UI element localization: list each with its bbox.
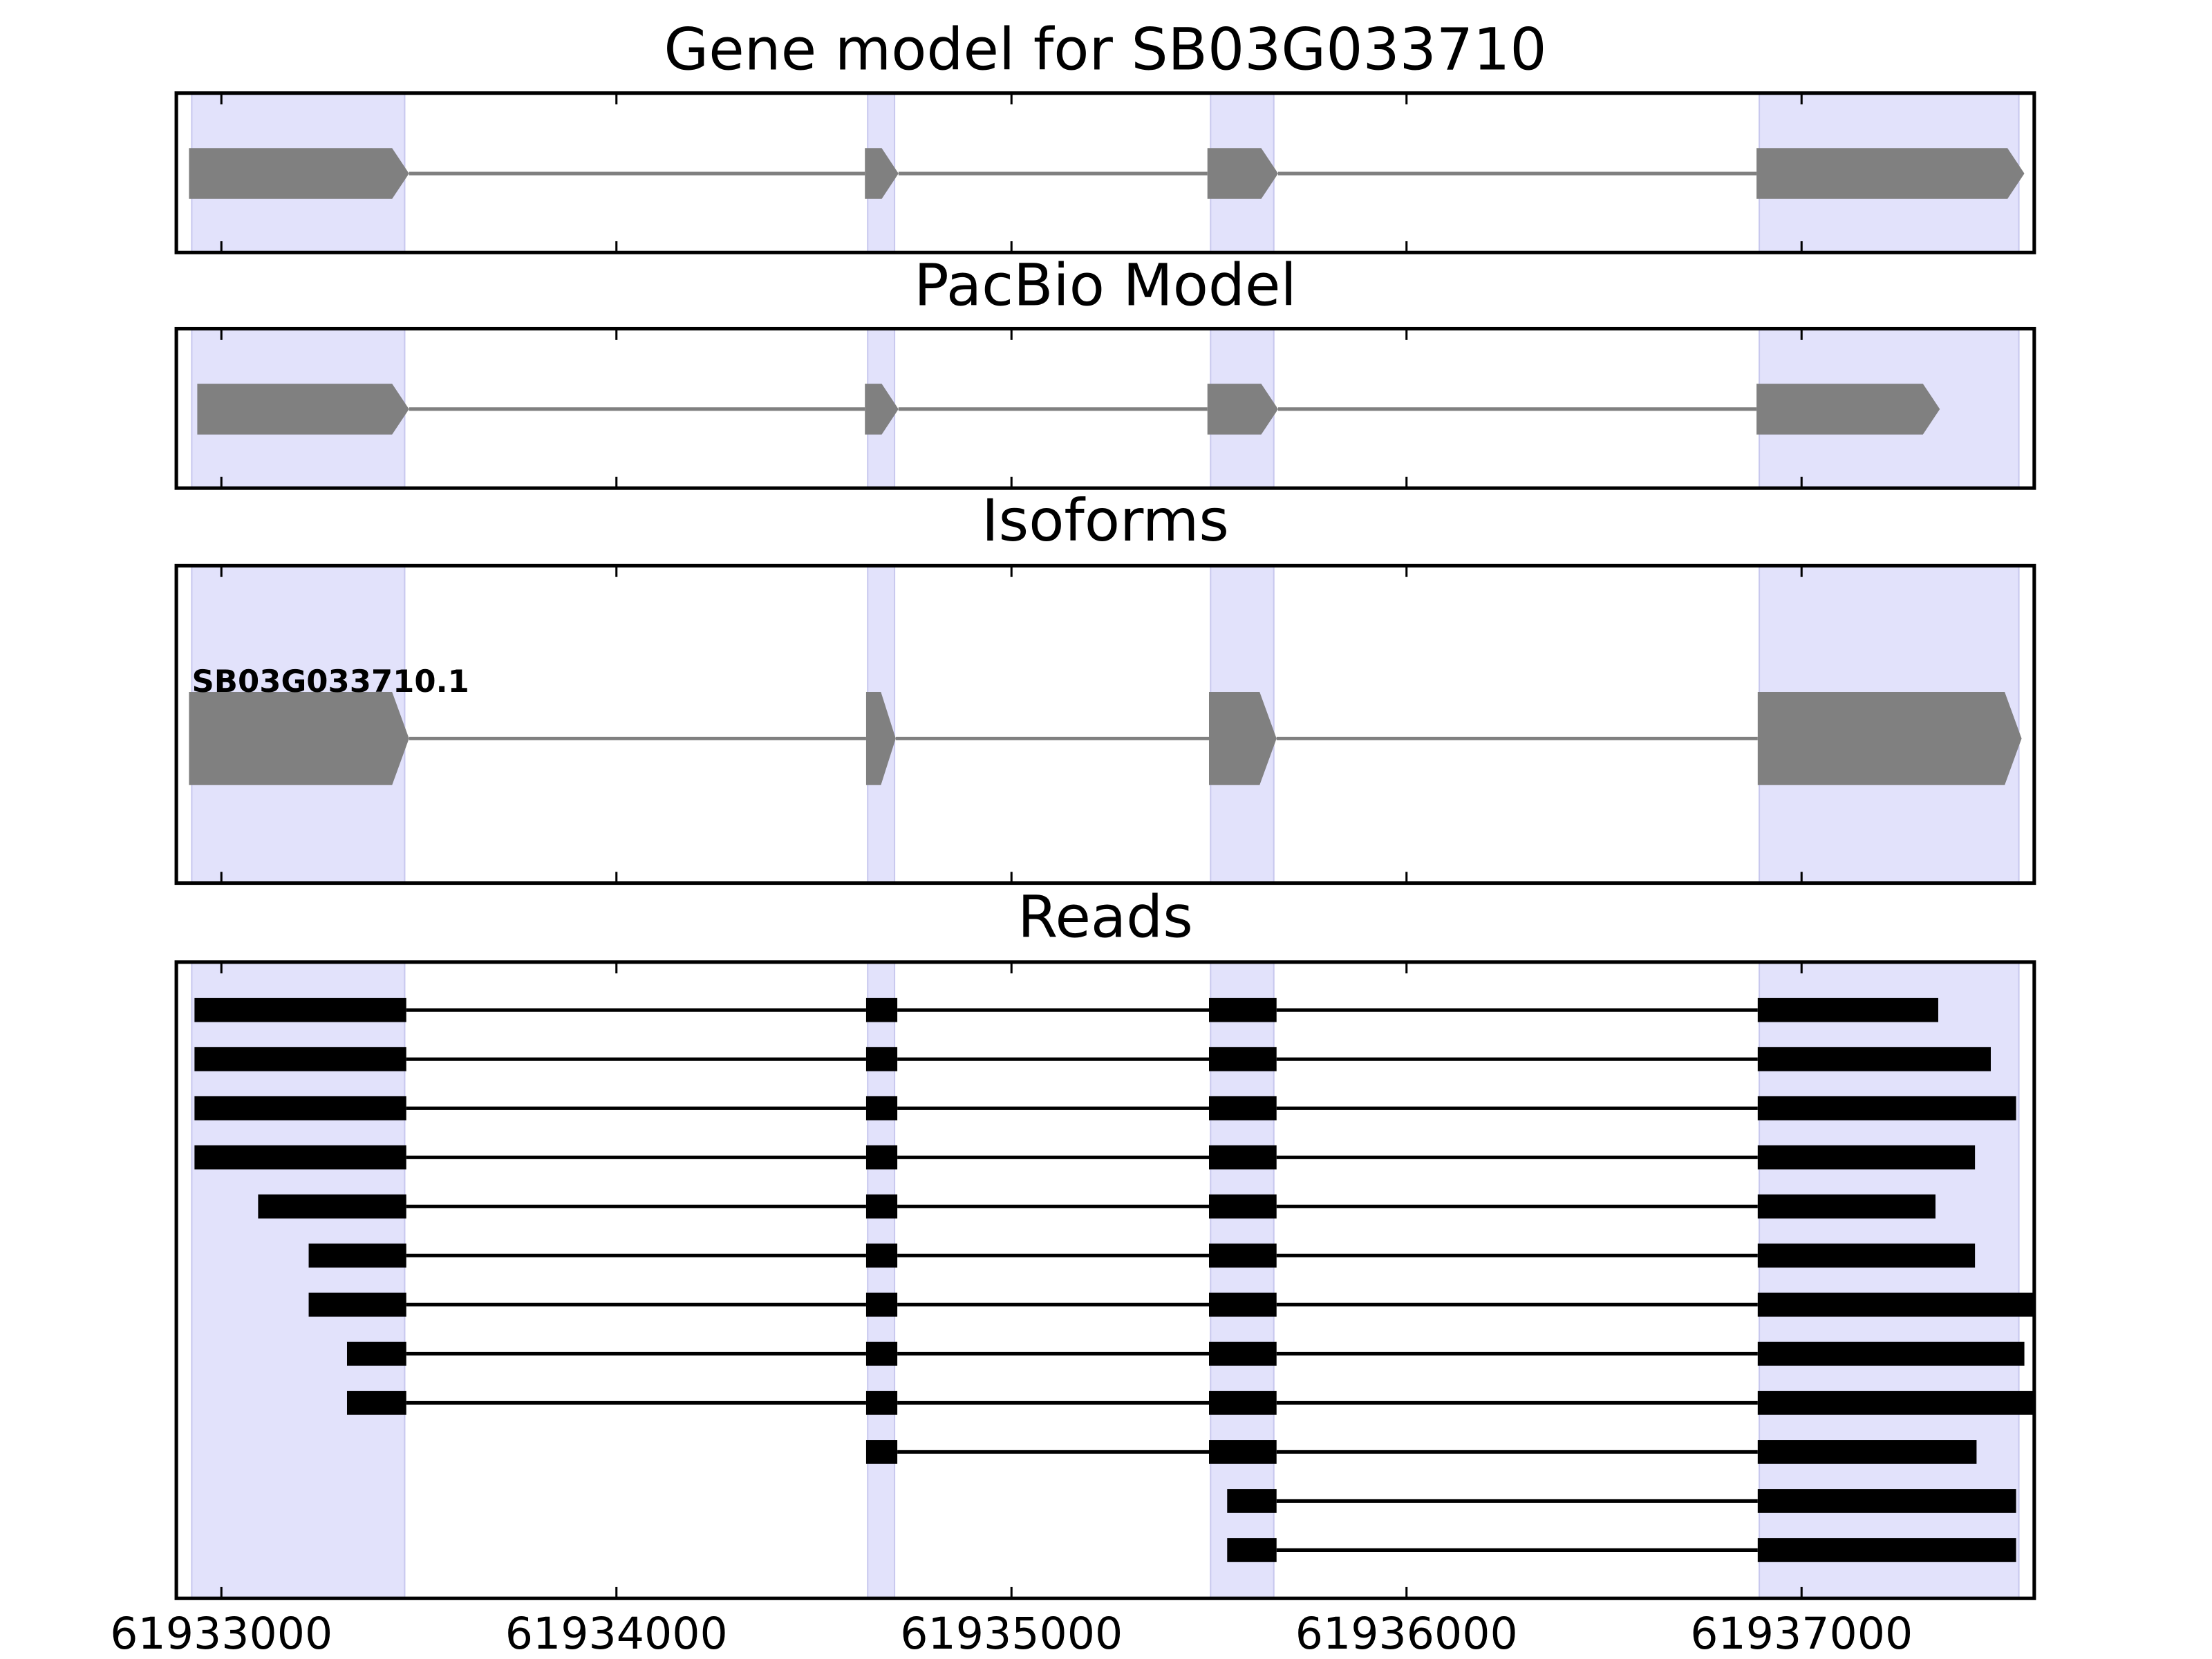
exon xyxy=(1208,692,1277,785)
panel-title: Isoforms xyxy=(982,487,1229,554)
read-block xyxy=(1757,1194,1936,1219)
read-block xyxy=(308,1243,406,1268)
read-block xyxy=(194,997,406,1022)
x-tick-label: 61934000 xyxy=(505,1608,728,1659)
panel-title: Gene model for SB03G033710 xyxy=(664,15,1546,83)
read-block xyxy=(865,1391,898,1415)
isoform-label: SB03G033710.1 xyxy=(191,663,469,700)
panel-title: PacBio Model xyxy=(914,251,1297,319)
x-tick-label: 61935000 xyxy=(900,1608,1123,1659)
read-block xyxy=(1208,1440,1277,1464)
read-block xyxy=(1757,1538,2016,1562)
panel-title: Reads xyxy=(1018,883,1193,951)
read-block xyxy=(865,1440,898,1464)
read-block xyxy=(865,1096,898,1121)
panel-frame xyxy=(174,91,2036,254)
read-block xyxy=(1757,1489,2016,1513)
read-block xyxy=(1757,1391,2034,1415)
read-block xyxy=(865,1342,898,1366)
exon xyxy=(865,384,899,435)
exon xyxy=(1207,148,1279,199)
read-block xyxy=(194,1047,406,1071)
read-block xyxy=(1227,1538,1277,1562)
exon xyxy=(1757,692,2022,785)
panel-frame xyxy=(174,563,2036,885)
read-block xyxy=(1757,997,1938,1022)
read-block xyxy=(1208,1047,1277,1071)
exon xyxy=(189,692,409,785)
read-block xyxy=(865,1293,898,1317)
read-block xyxy=(1208,1145,1277,1170)
read-block xyxy=(1227,1489,1277,1513)
read-block xyxy=(865,1243,898,1268)
read-block xyxy=(1757,1145,1976,1170)
x-tick-label: 61933000 xyxy=(110,1608,332,1659)
read-block xyxy=(1757,1342,2025,1366)
exon xyxy=(189,148,409,199)
read-block xyxy=(1757,1096,2016,1121)
read-block xyxy=(1208,1293,1277,1317)
exon xyxy=(1756,384,1940,435)
read-block xyxy=(865,1047,898,1071)
read-block xyxy=(1757,1243,1976,1268)
read-block xyxy=(346,1342,406,1366)
x-tick-label: 61936000 xyxy=(1295,1608,1518,1659)
exon xyxy=(1756,148,2025,199)
read-block xyxy=(865,1194,898,1219)
x-tick-label: 61937000 xyxy=(1690,1608,1913,1659)
read-block xyxy=(308,1293,406,1317)
read-block xyxy=(865,1145,898,1170)
read-block xyxy=(1208,1243,1277,1268)
panel-frame xyxy=(174,326,2036,490)
exon xyxy=(865,692,896,785)
read-block xyxy=(194,1096,406,1121)
read-block xyxy=(1208,1391,1277,1415)
read-block xyxy=(258,1194,406,1219)
read-block xyxy=(1208,1342,1277,1366)
read-block xyxy=(1757,1293,2034,1317)
read-block xyxy=(194,1145,406,1170)
exon xyxy=(197,384,409,435)
read-block xyxy=(1208,1096,1277,1121)
read-block xyxy=(865,997,898,1022)
read-block xyxy=(1208,1194,1277,1219)
read-block xyxy=(1757,1047,1991,1071)
read-block xyxy=(346,1391,406,1415)
exon xyxy=(865,148,899,199)
exon xyxy=(1207,384,1279,435)
read-block xyxy=(1208,997,1277,1022)
panel-frame xyxy=(174,960,2036,1600)
read-block xyxy=(1757,1440,1977,1464)
